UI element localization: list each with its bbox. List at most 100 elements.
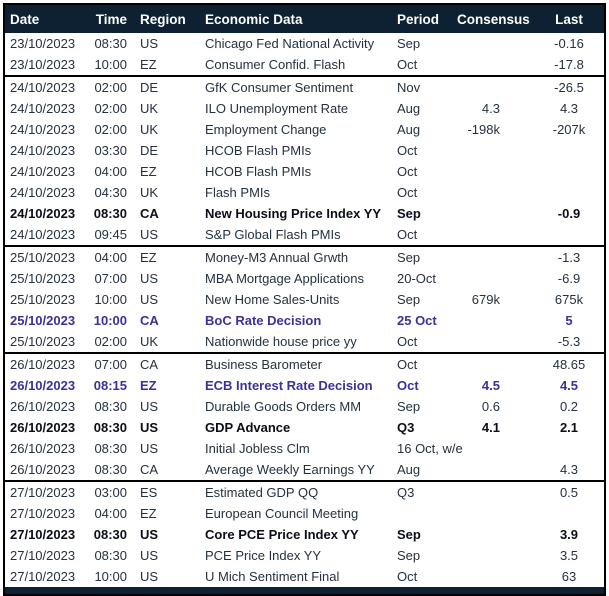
cell-date: 26/10/2023 — [5, 459, 87, 481]
cell-consensus — [448, 54, 534, 76]
cell-time: 07:00 — [87, 352, 131, 375]
cell-period: Nov — [388, 75, 448, 98]
cell-period: Q3 — [388, 480, 448, 503]
table-row: 25/10/2023 10:00 US New Home Sales-Units Sep… — [5, 289, 604, 310]
cell-consensus — [448, 459, 534, 481]
cell-last — [534, 503, 604, 524]
cell-region: US — [131, 396, 195, 417]
cell-time: 03:00 — [87, 480, 131, 503]
table-row: 23/10/2023 10:00 EZ Consumer Confid. Flash O… — [5, 54, 604, 76]
cell-period: Oct — [388, 375, 448, 396]
cell-consensus — [448, 438, 534, 459]
cell-region: US — [131, 417, 195, 438]
cell-event: GDP Advance — [195, 417, 388, 438]
cell-date: 24/10/2023 — [5, 75, 87, 98]
cell-consensus — [448, 140, 534, 161]
table-row: 25/10/2023 02:00 UK Nationwide house price … — [5, 331, 604, 353]
cell-last — [534, 224, 604, 246]
table-header: Date Time Region Economic Data Period Co… — [5, 5, 604, 33]
cell-event: Core PCE Price Index YY — [195, 524, 388, 545]
cell-date: 27/10/2023 — [5, 566, 87, 587]
cell-date: 26/10/2023 — [5, 396, 87, 417]
cell-event: GfK Consumer Sentiment — [195, 75, 388, 98]
cell-period: Sep — [388, 396, 448, 417]
table-row: 25/10/2023 04:00 EZ Money-M3 Annual Grwth Se… — [5, 245, 604, 268]
cell-time: 10:00 — [87, 54, 131, 76]
cell-time: 10:00 — [87, 566, 131, 587]
cell-event: European Council Meeting — [195, 503, 388, 524]
cell-last: 48.65 — [534, 352, 604, 375]
cell-region: CA — [131, 310, 195, 331]
cell-date: 27/10/2023 — [5, 503, 87, 524]
cell-consensus — [448, 268, 534, 289]
table-body: 23/10/2023 08:30 US Chicago Fed National Ac… — [5, 33, 604, 587]
header-period: Period — [388, 5, 448, 33]
cell-region: US — [131, 438, 195, 459]
header-region: Region — [131, 5, 195, 33]
cell-event: Consumer Confid. Flash — [195, 54, 388, 76]
table-row: 27/10/2023 08:30 US Core PCE Price Index YY… — [5, 524, 604, 545]
cell-last: -0.16 — [534, 33, 604, 54]
cell-period: Sep — [388, 289, 448, 310]
cell-region: US — [131, 566, 195, 587]
cell-time: 02:00 — [87, 119, 131, 140]
cell-event: BoC Rate Decision — [195, 310, 388, 331]
cell-period: 16 Oct, w/e — [388, 438, 463, 459]
cell-region: EZ — [131, 161, 195, 182]
table-row: 26/10/2023 08:30 US Initial Jobless Clm 16 O… — [5, 438, 604, 459]
cell-last — [534, 140, 604, 161]
cell-consensus: 4.1 — [448, 417, 534, 438]
cell-last: -0.9 — [534, 203, 604, 224]
cell-last: 4.3 — [534, 98, 604, 119]
cell-period: Sep — [388, 203, 448, 224]
header-economic-data: Economic Data — [195, 5, 388, 33]
cell-consensus — [448, 224, 534, 246]
cell-event: Employment Change — [195, 119, 388, 140]
cell-period: 25 Oct — [388, 310, 448, 331]
cell-consensus — [448, 182, 534, 203]
cell-date: 27/10/2023 — [5, 524, 87, 545]
cell-time: 09:45 — [87, 224, 131, 246]
table-row: 25/10/2023 07:00 US MBA Mortgage Applicatio… — [5, 268, 604, 289]
cell-date: 24/10/2023 — [5, 98, 87, 119]
cell-date: 25/10/2023 — [5, 331, 87, 353]
cell-date: 25/10/2023 — [5, 245, 87, 268]
cell-time: 08:15 — [87, 375, 131, 396]
cell-region: UK — [131, 98, 195, 119]
header-row: Date Time Region Economic Data Period Co… — [5, 5, 604, 33]
cell-last — [534, 182, 604, 203]
header-time: Time — [87, 5, 131, 33]
cell-period: Oct — [388, 161, 448, 182]
cell-last: 3.5 — [534, 545, 604, 566]
cell-date: 27/10/2023 — [5, 480, 87, 503]
cell-time: 02:00 — [87, 98, 131, 119]
cell-time: 02:00 — [87, 331, 131, 353]
cell-period: Oct — [388, 331, 448, 353]
cell-last: -17.8 — [534, 54, 604, 76]
cell-period: Oct — [388, 352, 448, 375]
cell-time: 02:00 — [87, 75, 131, 98]
cell-region: UK — [131, 119, 195, 140]
cell-consensus: 4.5 — [448, 375, 534, 396]
table-row: 26/10/2023 08:30 US GDP Advance Q3 4.1 2.1 — [5, 417, 604, 438]
header-consensus: Consensus — [448, 5, 534, 33]
cell-event: Durable Goods Orders MM — [195, 396, 388, 417]
cell-event: New Home Sales-Units — [195, 289, 388, 310]
cell-consensus: 4.3 — [448, 98, 534, 119]
cell-time: 08:30 — [87, 203, 131, 224]
cell-period: Aug — [388, 119, 448, 140]
cell-date: 25/10/2023 — [5, 268, 87, 289]
cell-time: 04:30 — [87, 182, 131, 203]
cell-date: 24/10/2023 — [5, 119, 87, 140]
cell-last — [534, 438, 604, 459]
cell-region: CA — [131, 459, 195, 481]
cell-time: 08:30 — [87, 438, 131, 459]
table-row: 26/10/2023 08:30 CA Average Weekly Earnings… — [5, 459, 604, 481]
table-row: 23/10/2023 08:30 US Chicago Fed National Ac… — [5, 33, 604, 54]
cell-last: 63 — [534, 566, 604, 587]
cell-region: EZ — [131, 503, 195, 524]
table-row: 25/10/2023 10:00 CA BoC Rate Decision 25 Oct… — [5, 310, 604, 331]
cell-last: 4.3 — [534, 459, 604, 481]
cell-consensus — [448, 566, 534, 587]
cell-event: Estimated GDP QQ — [195, 480, 388, 503]
